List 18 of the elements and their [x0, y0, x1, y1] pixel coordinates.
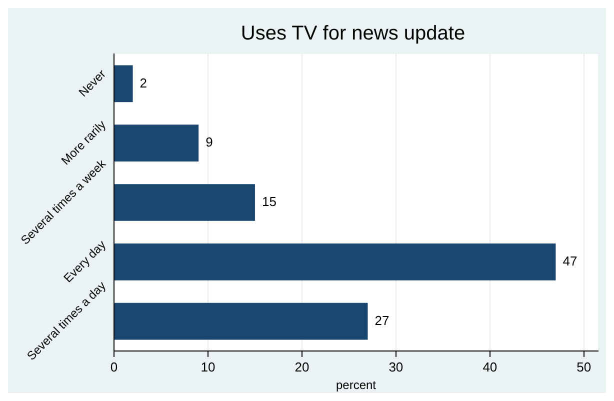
x-tick-label: 10 — [200, 359, 216, 374]
data-label: 2 — [140, 75, 148, 90]
x-axis-title: percent — [336, 378, 377, 392]
data-label: 15 — [262, 194, 276, 210]
chart-title: Uses TV for news update — [240, 22, 466, 45]
bar — [114, 302, 368, 340]
data-label: 9 — [206, 134, 213, 150]
bar — [114, 65, 133, 102]
bar — [114, 124, 199, 162]
x-tick-label: 40 — [482, 359, 498, 374]
bar — [114, 243, 556, 280]
x-tick-label: 30 — [388, 359, 404, 374]
data-label: 27 — [374, 312, 390, 328]
data-label: 47 — [562, 253, 578, 268]
x-tick-label: 50 — [576, 359, 592, 374]
bar — [114, 184, 255, 221]
x-tick-label: 0 — [110, 359, 118, 374]
x-tick-label: 20 — [294, 359, 310, 374]
